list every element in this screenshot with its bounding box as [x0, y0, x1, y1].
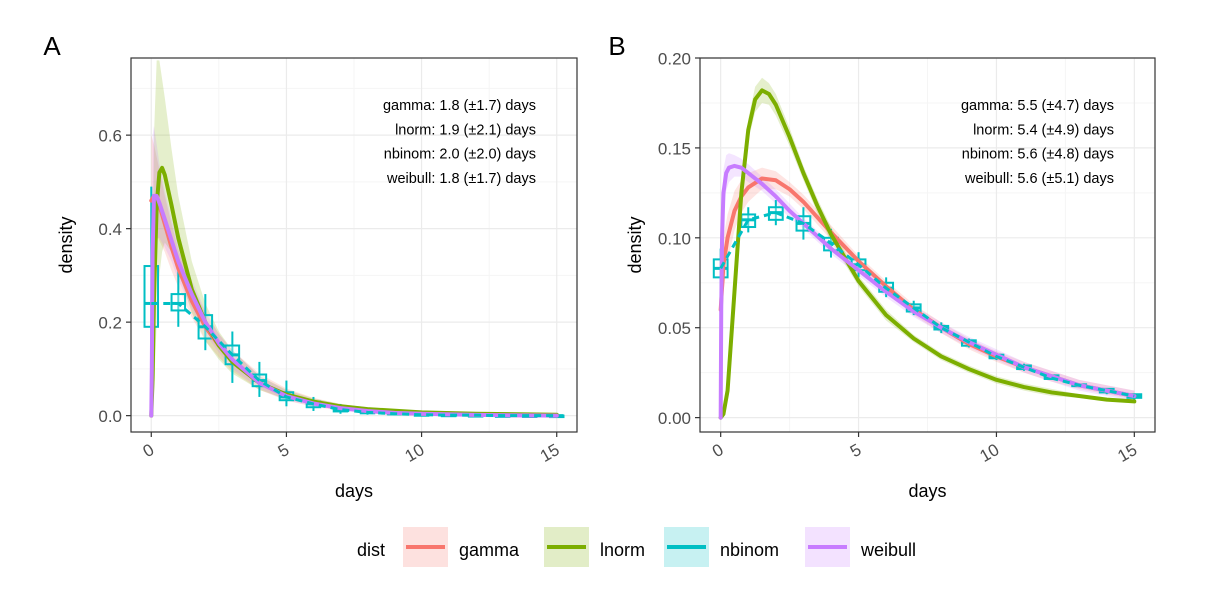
plot-area — [143, 60, 565, 419]
x-axis-title: days — [908, 481, 946, 501]
gridlines — [131, 58, 577, 432]
x-tick-label: 5 — [847, 440, 865, 461]
density-line-nbinom — [719, 211, 1135, 398]
legend-title: dist — [357, 540, 385, 560]
y-tick-label: 0.20 — [658, 50, 691, 69]
annotation-text: weibull: 5.6 (±5.1) days — [964, 171, 1114, 187]
legend-item-lnorm: lnorm — [544, 527, 645, 567]
panel-tag: B — [608, 31, 625, 61]
annotation-text: gamma: 1.8 (±1.7) days — [383, 98, 536, 114]
y-tick-label: 0.0 — [98, 407, 122, 426]
x-axis-title: days — [335, 481, 373, 501]
legend-label-nbinom: nbinom — [720, 540, 779, 560]
y-tick-label: 0.4 — [98, 220, 122, 239]
y-tick-label: 0.15 — [658, 139, 691, 158]
x-tick-label: 5 — [275, 440, 293, 461]
annotation-text: lnorm: 5.4 (±4.9) days — [973, 122, 1114, 138]
plot-area — [712, 77, 1143, 420]
panel-border — [130, 57, 578, 433]
density-line-nbinom — [151, 301, 557, 418]
x-tick-label: 10 — [402, 440, 428, 466]
annotation-text: gamma: 5.5 (±4.7) days — [961, 98, 1114, 114]
legend-label-weibull: weibull — [860, 540, 916, 560]
y-tick-label: 0.00 — [658, 409, 691, 428]
y-tick-label: 0.05 — [658, 319, 691, 338]
y-tick-label: 0.6 — [98, 127, 122, 146]
x-tick-label: 15 — [537, 440, 563, 466]
annotation-text: weibull: 1.8 (±1.7) days — [386, 171, 536, 187]
y-axis-title: density — [625, 216, 645, 273]
panel-tag: A — [43, 31, 61, 61]
panel-border — [699, 57, 1156, 433]
legend-item-weibull: weibull — [805, 527, 916, 567]
x-tick-label: 0 — [709, 440, 727, 461]
legend: dist gamma lnorm nbinom weibull — [357, 527, 916, 567]
annotation-text: lnorm: 1.9 (±2.1) days — [395, 122, 536, 138]
x-tick-label: 15 — [1114, 440, 1140, 466]
annotation-text: nbinom: 5.6 (±4.8) days — [962, 147, 1114, 163]
x-tick-label: 0 — [140, 440, 158, 461]
legend-item-gamma: gamma — [403, 527, 520, 567]
y-axis-title: density — [56, 216, 76, 273]
x-tick-label: 10 — [977, 440, 1003, 466]
density-line-lnorm — [718, 88, 1137, 420]
y-tick-label: 0.10 — [658, 229, 691, 248]
legend-label-lnorm: lnorm — [600, 540, 645, 560]
y-tick-label: 0.2 — [98, 314, 122, 333]
legend-item-nbinom: nbinom — [664, 527, 779, 567]
annotation-text: nbinom: 2.0 (±2.0) days — [384, 147, 536, 163]
legend-label-gamma: gamma — [459, 540, 520, 560]
